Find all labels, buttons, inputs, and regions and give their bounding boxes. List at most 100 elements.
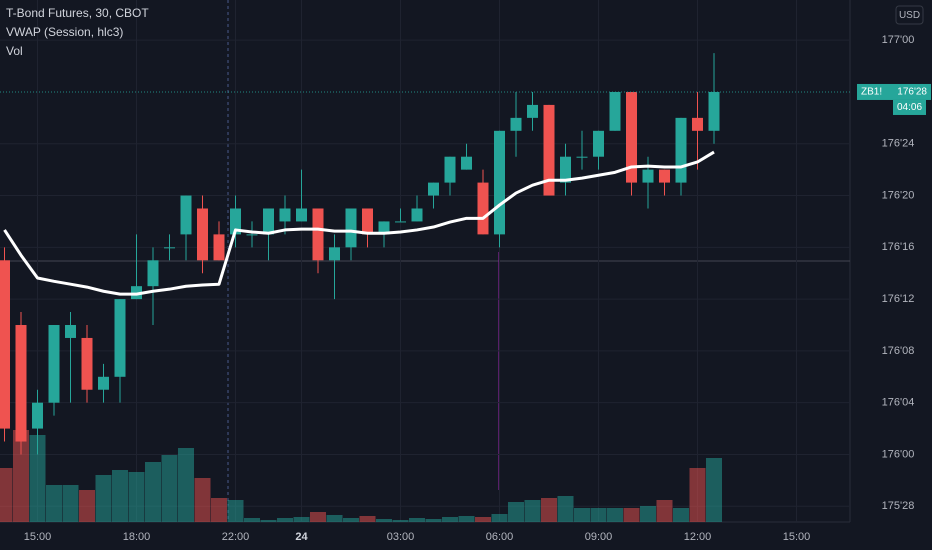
volume-bar — [706, 458, 722, 522]
y-tick-label: 176'12 — [882, 293, 915, 305]
volume-bar — [310, 512, 326, 522]
volume-bar — [557, 496, 574, 522]
candle-body — [230, 208, 241, 235]
volume-bar — [46, 485, 62, 522]
x-tick-label: 03:00 — [387, 531, 415, 543]
candle-body — [609, 91, 621, 131]
overlay — [0, 91, 850, 296]
y-tick-label: 176'04 — [882, 397, 915, 409]
volume-bar — [689, 468, 706, 522]
volume-bar — [29, 435, 46, 522]
candle-body — [263, 208, 274, 235]
candle-body — [527, 104, 538, 118]
volume-bar — [524, 500, 541, 522]
candle-body — [494, 130, 505, 235]
candle-body — [213, 234, 225, 261]
volume-bar — [623, 508, 640, 522]
volume-bar — [326, 515, 343, 522]
volume-bar — [13, 430, 29, 522]
volume-bar — [590, 508, 607, 522]
candle-body — [296, 208, 307, 222]
volume-pane — [0, 430, 722, 522]
currency-box[interactable] — [895, 5, 924, 25]
candle-body — [48, 325, 60, 403]
candle-body — [15, 325, 27, 442]
candle-body — [675, 117, 687, 183]
candle-body — [543, 104, 555, 196]
volume-bar — [244, 518, 260, 522]
candle-body — [593, 130, 604, 157]
volume-bar — [673, 508, 689, 522]
volume-bar — [607, 508, 623, 522]
x-tick-label: 15:00 — [783, 531, 811, 543]
candle-body — [312, 208, 324, 261]
candle-body — [395, 221, 406, 223]
y-tick-label: 176'20 — [882, 189, 915, 201]
volume-bar — [656, 500, 673, 522]
volume-bar — [227, 500, 244, 522]
currency[interactable]: USD — [899, 10, 920, 21]
last-price-box — [857, 83, 931, 100]
candle-body — [329, 247, 340, 261]
x-tick-label: 06:00 — [486, 531, 514, 543]
volume-bar — [376, 519, 392, 522]
volume-bar — [79, 490, 95, 522]
candle-body — [32, 402, 43, 429]
x-tick-label: 12:00 — [684, 531, 712, 543]
chart-title: T-Bond Futures, 30, CBOT — [6, 6, 149, 20]
candle-body — [197, 208, 208, 261]
candle-body — [428, 182, 439, 196]
candle-body — [180, 195, 192, 235]
volume-bar — [359, 516, 376, 522]
y-tick-label: 175'28 — [882, 500, 915, 512]
volume-bar — [574, 508, 590, 522]
volume-bar — [425, 519, 442, 522]
candle-body — [659, 169, 670, 183]
candle-body — [0, 260, 10, 429]
volume-bar — [409, 518, 425, 522]
y-tick-label: 177'00 — [882, 34, 915, 46]
volume-bar — [194, 478, 211, 522]
volume-bar — [508, 502, 524, 522]
candle-body — [147, 260, 159, 287]
candle-body — [378, 221, 390, 235]
volume-bar — [458, 516, 475, 522]
candle-body — [461, 156, 472, 170]
volume-bar — [145, 462, 161, 522]
candle-body — [477, 182, 489, 235]
y-tick-label: 176'00 — [882, 448, 915, 460]
candle-body — [510, 117, 522, 131]
x-tick-label: 22:00 — [222, 531, 250, 543]
volume-bar — [95, 475, 112, 522]
countdown: 04:06 — [897, 102, 922, 113]
volume-bar — [277, 518, 293, 522]
candle-body — [411, 208, 423, 222]
volume-bar — [640, 506, 656, 522]
volume-bar — [293, 517, 310, 522]
y-tick-label: 176'24 — [882, 138, 915, 150]
volume-bar — [442, 517, 458, 522]
x-tick-label: 24 — [295, 531, 308, 543]
x-tick-label: 09:00 — [585, 531, 613, 543]
volume-bar — [161, 455, 178, 522]
candle-body — [576, 156, 588, 158]
candle-body — [98, 376, 109, 390]
candle-body — [164, 247, 175, 249]
candles — [0, 53, 720, 455]
countdown-box — [893, 99, 926, 115]
candle-body — [114, 299, 126, 377]
volume-bar — [475, 517, 491, 522]
x-tick-label: 15:00 — [24, 531, 52, 543]
last-price-label: 176'28 — [897, 87, 927, 98]
candle-body — [692, 117, 703, 131]
candle-body — [246, 234, 258, 236]
volume-bar — [0, 468, 13, 522]
candle-body — [444, 156, 456, 183]
x-tick-label: 18:00 — [123, 531, 151, 543]
volume-bar — [112, 470, 128, 522]
volume-bar — [62, 485, 79, 522]
candle-body — [708, 91, 720, 131]
candle-body — [362, 208, 373, 235]
